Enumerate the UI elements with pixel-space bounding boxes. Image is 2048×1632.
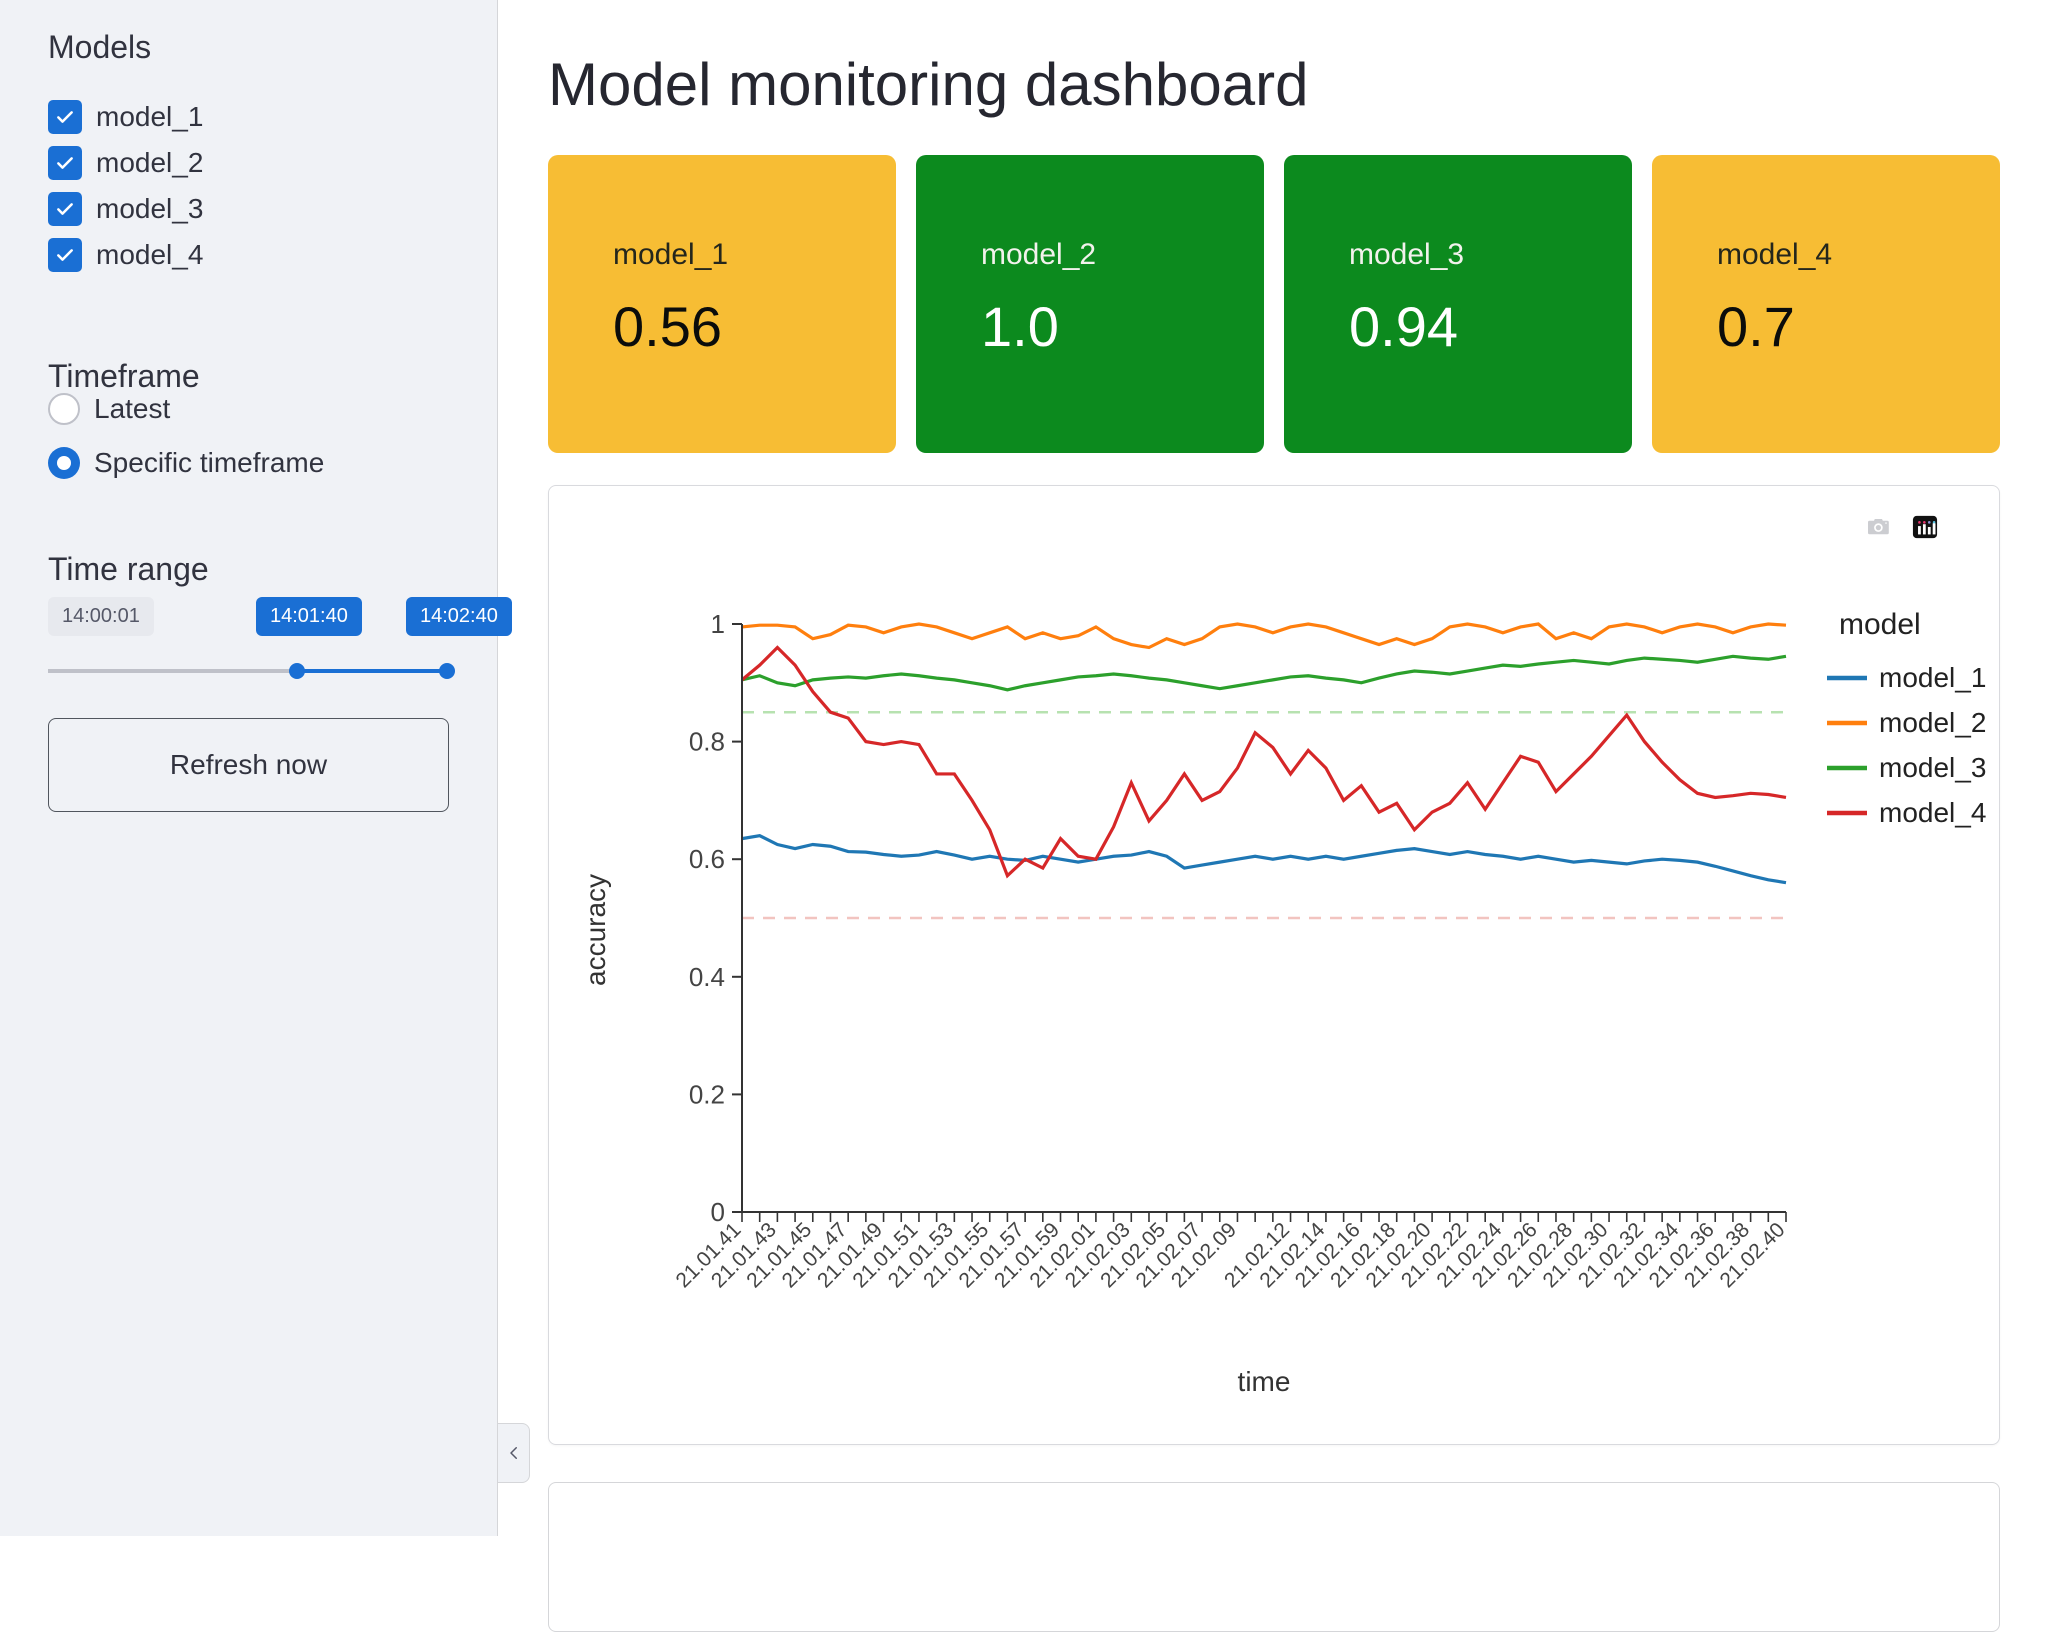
svg-text:accuracy: accuracy: [580, 874, 611, 986]
svg-text:0.6: 0.6: [689, 844, 725, 874]
svg-text:0: 0: [711, 1197, 725, 1227]
svg-text:1: 1: [711, 609, 725, 639]
svg-text:0.2: 0.2: [689, 1079, 725, 1109]
svg-text:0.8: 0.8: [689, 727, 725, 757]
svg-text:model: model: [1839, 608, 1921, 641]
svg-text:time: time: [1238, 1366, 1291, 1397]
svg-text:model_3: model_3: [1879, 752, 1986, 783]
svg-text:model_1: model_1: [1879, 662, 1986, 693]
svg-text:0.4: 0.4: [689, 962, 725, 992]
svg-text:model_2: model_2: [1879, 707, 1986, 738]
svg-text:model_4: model_4: [1879, 797, 1986, 828]
